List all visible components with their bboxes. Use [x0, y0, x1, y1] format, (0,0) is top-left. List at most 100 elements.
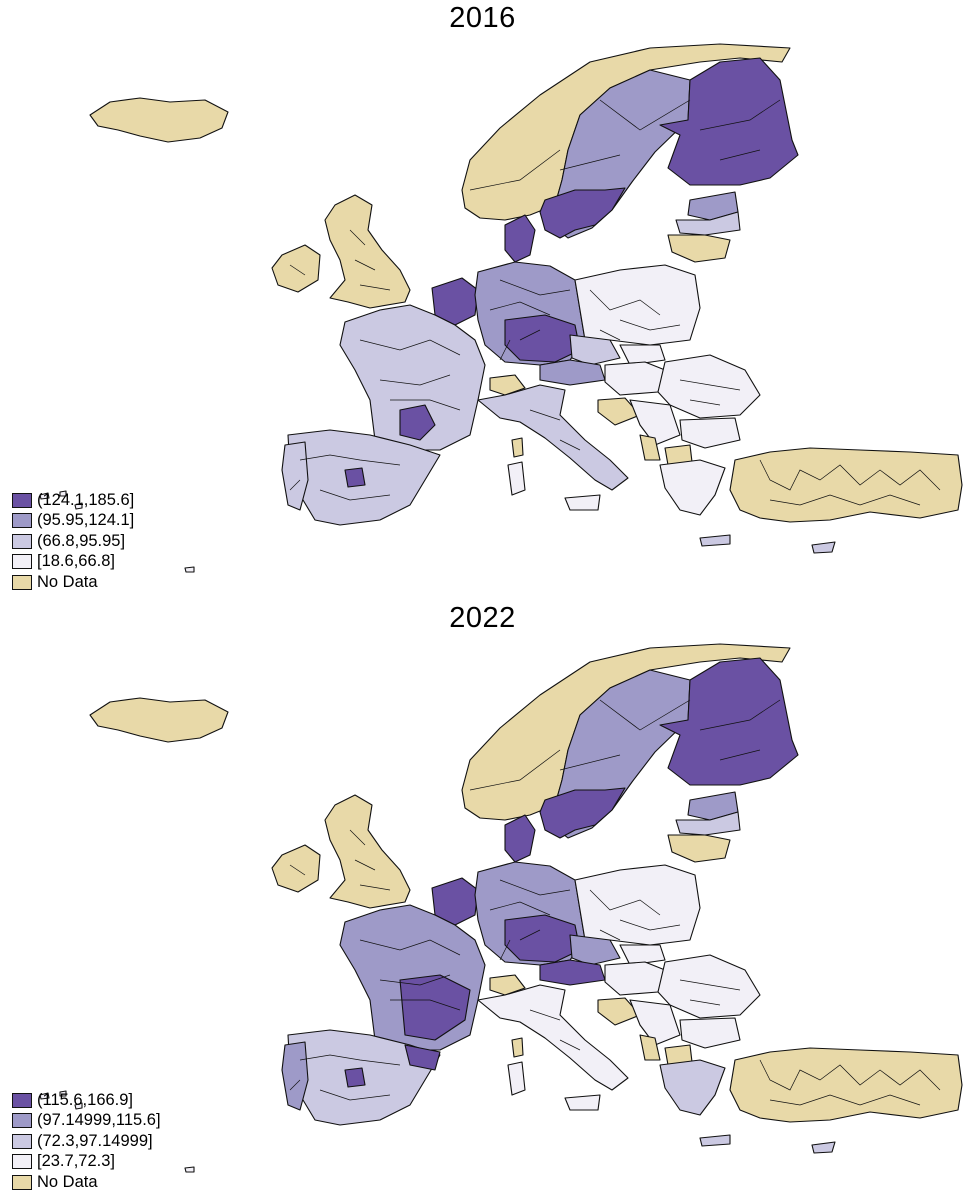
legend-swatch: [12, 1113, 32, 1129]
region-poland: [574, 864, 701, 946]
region-norway: [461, 43, 791, 221]
subregion-borders: [289, 99, 941, 506]
legend-item: No Data: [12, 572, 134, 593]
legend-label: (66.8,95.95]: [37, 531, 126, 550]
region-finland: [659, 57, 799, 186]
legend-swatch: [12, 533, 32, 549]
region-lithuania: [667, 834, 731, 863]
region-greece: [659, 1059, 726, 1116]
region-croatia: [597, 997, 641, 1026]
region-madeira: [184, 1166, 195, 1173]
map-regions: [39, 643, 963, 1173]
legend-swatch: [12, 1133, 32, 1149]
region-sweden-south: [539, 787, 626, 839]
legend-label: (95.95,124.1]: [37, 511, 135, 530]
region-denmark: [504, 814, 536, 863]
region-portugal: [281, 441, 309, 511]
legend-swatch: [12, 554, 32, 570]
region-austria: [539, 959, 606, 986]
legend-swatch: [12, 574, 32, 590]
region-croatia: [597, 397, 641, 426]
region-serbia: [629, 399, 681, 446]
legend-item: (95.95,124.1]: [12, 511, 134, 532]
map-title: 2022: [449, 602, 516, 634]
region-azores: [39, 490, 83, 510]
region-madrid: [344, 1067, 366, 1088]
region-azores: [39, 1090, 83, 1110]
legend-label: (115.6,166.9]: [37, 1090, 134, 1109]
region-bulgaria: [679, 1017, 741, 1049]
region-corsica: [511, 1037, 524, 1058]
region-sicily: [564, 1094, 601, 1111]
region-lithuania: [667, 234, 731, 263]
region-romania: [657, 954, 761, 1019]
legend-label: No Data: [37, 572, 98, 591]
region-slovakia: [619, 344, 666, 366]
legend-item: (72.3,97.14999]: [12, 1131, 161, 1152]
region-uk: [324, 194, 411, 309]
region-latvia: [675, 811, 741, 836]
legend-item: (115.6,166.9]: [12, 1090, 161, 1111]
region-germany-south: [504, 914, 581, 963]
region-turkey: [729, 1047, 963, 1123]
choropleth-map: [39, 643, 963, 1173]
legend-swatch: [12, 1174, 32, 1190]
choropleth-map: [39, 43, 963, 573]
legend-swatch: [12, 1154, 32, 1170]
region-uk: [324, 794, 411, 909]
map-title: 2016: [449, 2, 516, 34]
region-norway: [461, 643, 791, 821]
region-france: [339, 304, 486, 451]
legend-swatch: [12, 492, 32, 508]
legend-label: No Data: [37, 1172, 98, 1191]
region-hungary: [604, 361, 666, 396]
legend-item: (66.8,95.95]: [12, 531, 134, 552]
region-cyprus: [811, 1141, 836, 1154]
legend-label: [18.6,66.8]: [37, 552, 115, 571]
map-legend: (124.1,185.6] (95.95,124.1] (66.8,95.95]…: [12, 490, 134, 593]
region-czechia: [569, 934, 621, 966]
region-cyprus: [811, 541, 836, 554]
subregion-borders: [289, 699, 941, 1106]
legend-item: [18.6,66.8]: [12, 552, 134, 573]
legend-item: (97.14999,115.6]: [12, 1111, 161, 1132]
legend-label: (72.3,97.14999]: [37, 1131, 153, 1150]
region-switzerland: [489, 374, 526, 396]
map-panel-2016: 2016: [12, 2, 963, 593]
region-romania: [657, 354, 761, 419]
region-portugal: [281, 1041, 309, 1111]
region-serbia: [629, 999, 681, 1046]
region-albania: [639, 1034, 661, 1061]
region-france-center: [399, 974, 471, 1041]
legend-swatch: [12, 1092, 32, 1108]
region-madrid: [344, 467, 366, 488]
region-greece: [659, 459, 726, 516]
region-germany-south: [504, 314, 581, 363]
legend-item: [23.7,72.3]: [12, 1152, 161, 1173]
legend-label: [23.7,72.3]: [37, 1152, 115, 1171]
region-sardinia: [507, 461, 526, 496]
region-turkey: [729, 447, 963, 523]
region-hungary: [604, 961, 666, 996]
region-iceland: [89, 697, 229, 743]
region-catalonia: [404, 1044, 441, 1071]
region-iceland: [89, 97, 229, 143]
region-switzerland: [489, 974, 526, 996]
region-france-center: [399, 404, 436, 441]
region-italy: [477, 384, 629, 491]
region-italy: [477, 984, 629, 1091]
region-corsica: [511, 437, 524, 458]
region-ireland: [271, 844, 321, 893]
legend-label: (124.1,185.6]: [37, 490, 135, 509]
legend-item: (124.1,185.6]: [12, 490, 134, 511]
region-crete: [699, 534, 731, 547]
region-poland: [574, 264, 701, 346]
region-madeira: [184, 566, 195, 573]
region-denmark: [504, 214, 536, 263]
map-legend: (115.6,166.9] (97.14999,115.6] (72.3,97.…: [12, 1090, 161, 1193]
legend-item: No Data: [12, 1172, 161, 1193]
map-panel-2022: 2022: [0, 600, 965, 1200]
legend-label: (97.14999,115.6]: [37, 1111, 161, 1130]
region-bulgaria: [679, 417, 741, 449]
region-ireland: [271, 244, 321, 293]
